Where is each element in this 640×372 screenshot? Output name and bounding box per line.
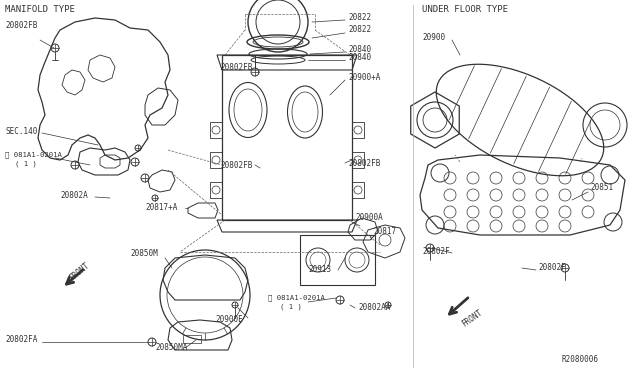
Text: 20840: 20840 xyxy=(348,45,371,55)
Text: ( 1 ): ( 1 ) xyxy=(15,161,37,167)
Text: SEC.140: SEC.140 xyxy=(5,128,37,137)
Text: 20802F: 20802F xyxy=(422,247,450,257)
Text: 20802FB: 20802FB xyxy=(220,160,252,170)
Text: 20802FB: 20802FB xyxy=(5,20,37,29)
Text: MANIFOLD TYPE: MANIFOLD TYPE xyxy=(5,6,75,15)
Text: 20851: 20851 xyxy=(590,183,613,192)
Text: 20822: 20822 xyxy=(348,26,371,35)
Text: 20817+A: 20817+A xyxy=(145,202,177,212)
Text: FRONT: FRONT xyxy=(460,308,484,328)
Bar xyxy=(183,335,201,343)
Text: R2080006: R2080006 xyxy=(561,356,598,365)
Text: 20822: 20822 xyxy=(348,13,371,22)
Text: 20802AA: 20802AA xyxy=(358,304,390,312)
Bar xyxy=(300,235,375,285)
Text: 20802A: 20802A xyxy=(60,190,88,199)
Text: 20913: 20913 xyxy=(308,266,331,275)
Text: 20900E: 20900E xyxy=(215,315,243,324)
Text: UNDER FLOOR TYPE: UNDER FLOOR TYPE xyxy=(422,6,508,15)
Text: 20900+A: 20900+A xyxy=(348,74,380,83)
Text: 20802FB: 20802FB xyxy=(348,158,380,167)
Text: 20802FA: 20802FA xyxy=(5,336,37,344)
Text: 20802FB: 20802FB xyxy=(220,64,252,73)
Text: 20817: 20817 xyxy=(373,228,396,237)
Text: Ⓑ 081A1-0201A: Ⓑ 081A1-0201A xyxy=(5,152,62,158)
Text: 20850M: 20850M xyxy=(130,248,157,257)
Text: 20802F: 20802F xyxy=(538,263,566,273)
Text: FRONT: FRONT xyxy=(68,261,92,283)
Text: 20850MA: 20850MA xyxy=(155,343,188,353)
Text: 20900A: 20900A xyxy=(355,214,383,222)
Bar xyxy=(222,55,352,220)
Text: Ⓑ 081A1-0201A: Ⓑ 081A1-0201A xyxy=(268,295,325,301)
Text: ( 1 ): ( 1 ) xyxy=(280,304,302,310)
Text: 20900: 20900 xyxy=(422,33,445,42)
Text: 20840: 20840 xyxy=(348,54,371,62)
